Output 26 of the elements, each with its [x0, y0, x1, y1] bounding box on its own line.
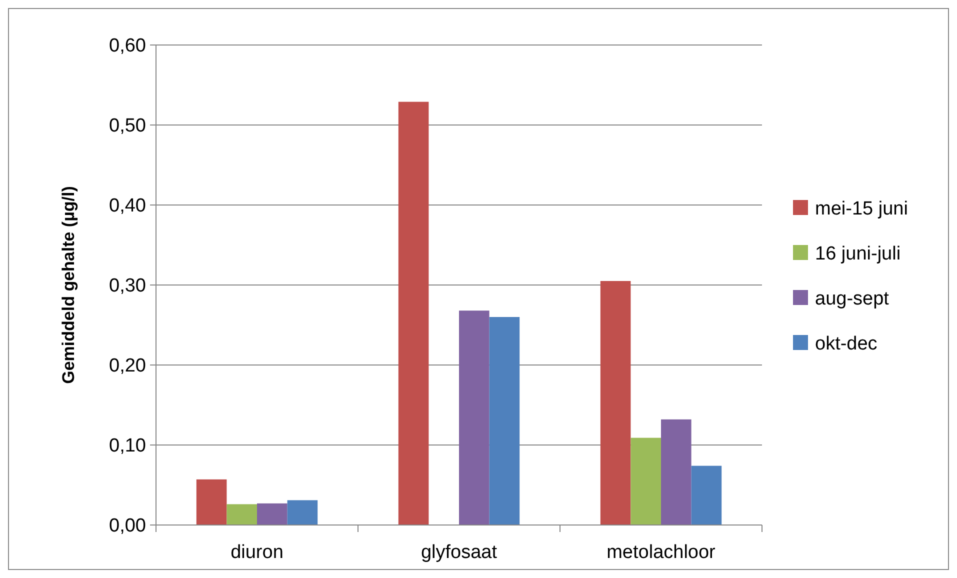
y-tick-label: 0,20	[109, 356, 146, 377]
y-tick-label: 0,10	[109, 436, 146, 457]
y-axis-title: Gemiddeld gehalte (µg/l)	[59, 186, 78, 384]
x-tick-label: glyfosaat	[420, 542, 498, 563]
x-tick-label: metolachloor	[606, 542, 716, 563]
y-tick-label: 0,50	[109, 116, 146, 137]
y-tick-label: 0,40	[109, 196, 146, 217]
bar	[691, 466, 722, 525]
legend-label: mei-15 juni	[815, 198, 908, 220]
y-tick-label: 0,30	[109, 276, 146, 297]
bar	[459, 310, 490, 525]
legend-label: okt-dec	[815, 334, 878, 355]
bar	[287, 500, 318, 525]
y-tick-label: 0,00	[109, 516, 146, 537]
bar	[196, 479, 227, 525]
y-tick-label: 0,60	[109, 36, 146, 57]
bar	[398, 102, 429, 525]
bar	[630, 438, 661, 525]
bar	[661, 419, 692, 525]
bar	[257, 503, 288, 525]
x-tick-label: diuron	[230, 542, 284, 563]
bar	[226, 504, 257, 525]
bar	[600, 281, 631, 525]
legend-label: 16 juni-juli	[815, 244, 901, 265]
bar	[489, 317, 520, 525]
legend-label: aug-sept	[815, 288, 890, 310]
